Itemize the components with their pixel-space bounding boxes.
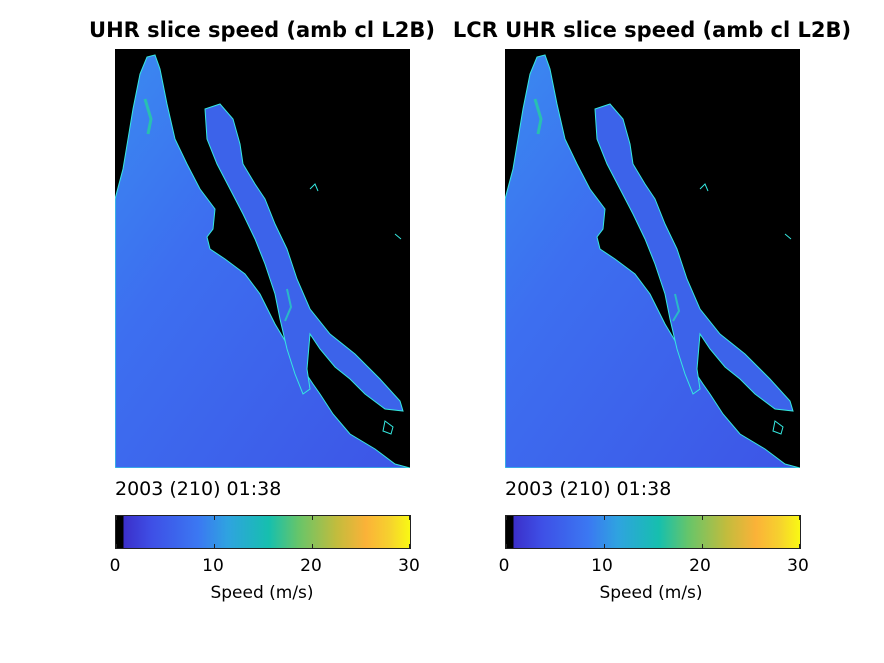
- colorbar-right-tick-label: 0: [498, 556, 510, 576]
- colorbar-right: [505, 515, 801, 549]
- wind-speed-map-right: [505, 49, 800, 468]
- colorbar-left-tick-label: 0: [109, 556, 121, 576]
- ocean-region: [505, 54, 800, 468]
- colorbar-left-tick-label: 10: [202, 556, 224, 576]
- timestamp-right: 2003 (210) 01:38: [505, 478, 672, 500]
- colorbar-left-tick-label: 20: [300, 556, 322, 576]
- colorbar-right-tick-label: 10: [591, 556, 613, 576]
- panel-left-title: UHR slice speed (amb cl L2B): [89, 18, 435, 42]
- colorbar-right-tick-label: 30: [787, 556, 809, 576]
- colorbar-right-label: Speed (m/s): [599, 583, 703, 603]
- panel-right-title: LCR UHR slice speed (amb cl L2B): [452, 18, 852, 42]
- gulf-region: [594, 103, 794, 412]
- timestamp-left: 2003 (210) 01:38: [115, 478, 282, 500]
- gulf-region: [204, 103, 404, 412]
- colorbar-left-label: Speed (m/s): [210, 583, 314, 603]
- colorbar-left: [115, 515, 411, 549]
- wind-speed-map-left: [115, 49, 410, 468]
- ocean-region: [115, 54, 410, 468]
- colorbar-left-tick-label: 30: [398, 556, 420, 576]
- colorbar-right-tick-label: 20: [689, 556, 711, 576]
